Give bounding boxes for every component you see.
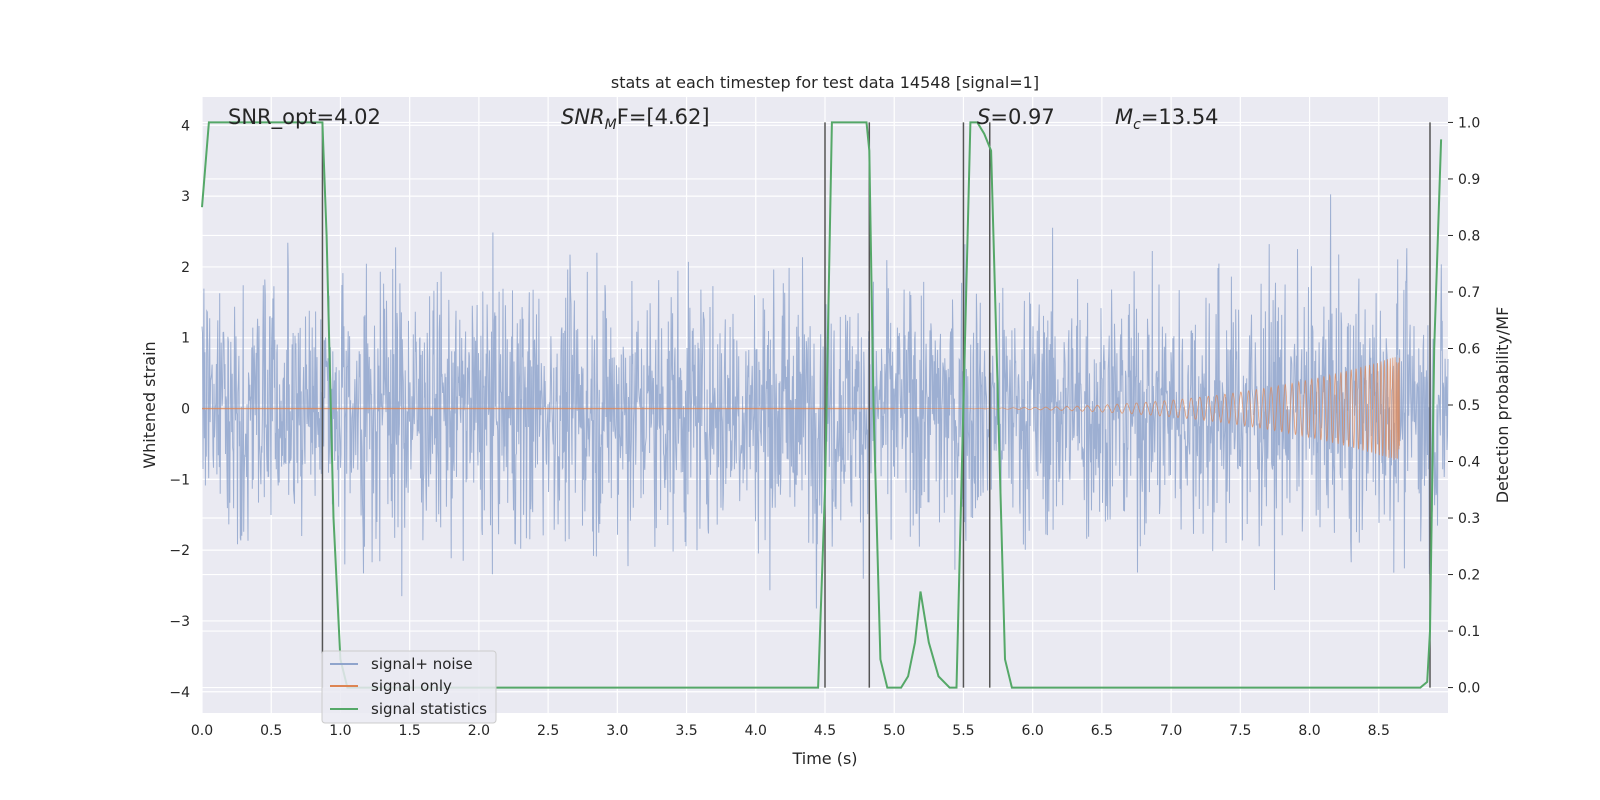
x-tick-label: 0.5 <box>260 723 282 739</box>
annotation-mc: Mc=13.54 <box>1115 105 1219 133</box>
legend-box <box>321 650 497 724</box>
chart-title: stats at each timestep for test data 145… <box>611 73 1039 92</box>
annotation-mc-symbol: M <box>1115 105 1133 129</box>
signal-chirp <box>894 357 1400 460</box>
y2-tick-label: 0.2 <box>1458 568 1480 584</box>
x-tick-label: 3.5 <box>675 723 697 739</box>
signal-statistics-series <box>201 121 1443 689</box>
y2-axis-label: Detection probability/MF <box>1493 307 1512 504</box>
annotation-snr-mf: SNRMF=[4.62] <box>561 105 710 133</box>
y-tick-label: 1 <box>181 331 190 347</box>
y2-tick-label: 0.5 <box>1458 398 1480 414</box>
annotation-snr-mf-symbol: SNR <box>561 105 605 129</box>
y2-tick-label: 0.6 <box>1458 341 1480 357</box>
signal-only-series <box>202 357 1400 460</box>
stats-line <box>201 121 1443 689</box>
y2-tick-label: 1.0 <box>1458 115 1480 131</box>
y2-tick-label: 0.4 <box>1458 455 1480 471</box>
axis-ticks: 0.0 0.5 1.0 1.5 2.0 2.5 3.0 3.5 4.0 4.5 5.0 5.5 6.0 6… <box>169 115 1480 739</box>
y-tick-label: 2 <box>181 260 190 276</box>
y2-tick-label: 0.9 <box>1458 172 1480 188</box>
y-tick-label: −4 <box>169 685 190 701</box>
x-axis-label: Time (s) <box>791 749 857 768</box>
annotation-s-value: =0.97 <box>990 105 1054 129</box>
legend-label-noise: signal+ noise <box>371 655 473 673</box>
x-tick-label: 0.0 <box>191 723 213 739</box>
legend: signal+ noise signal only signal statist… <box>321 650 497 724</box>
y2-tick-label: 0.1 <box>1458 624 1480 640</box>
y-tick-label: 3 <box>181 189 190 205</box>
y-tick-label: 4 <box>181 118 190 134</box>
y-tick-label: −2 <box>169 543 190 559</box>
x-tick-label: 7.5 <box>1229 723 1251 739</box>
y-tick-label: −1 <box>169 472 190 488</box>
annotation-snr-opt: SNR_opt=4.02 <box>228 105 381 130</box>
y2-tick-label: 0.8 <box>1458 228 1480 244</box>
x-tick-label: 6.0 <box>1022 723 1044 739</box>
x-tick-label: 5.0 <box>883 723 905 739</box>
x-tick-label: 2.5 <box>537 723 559 739</box>
y-tick-label: 0 <box>181 402 190 418</box>
legend-label-stats: signal statistics <box>371 700 487 718</box>
x-tick-label: 1.5 <box>399 723 421 739</box>
y2-tick-label: 0.7 <box>1458 285 1480 301</box>
x-tick-label: 5.5 <box>952 723 974 739</box>
x-tick-label: 3.0 <box>606 723 628 739</box>
x-tick-label: 7.0 <box>1160 723 1182 739</box>
x-tick-label: 6.5 <box>1091 723 1113 739</box>
annotation-snr-mf-subscript: M <box>605 117 617 133</box>
annotation-mc-value: =13.54 <box>1141 105 1219 129</box>
annotation-snr-mf-value: F=[4.62] <box>617 105 710 129</box>
x-tick-label: 8.0 <box>1298 723 1320 739</box>
x-tick-label: 4.5 <box>814 723 836 739</box>
annotation-s-symbol: S <box>977 105 990 129</box>
x-tick-label: 8.5 <box>1368 723 1390 739</box>
y-tick-label: −3 <box>169 614 190 630</box>
y2-tick-label: 0.3 <box>1458 511 1480 527</box>
x-tick-label: 1.0 <box>329 723 351 739</box>
y-axis-label: Whitened strain <box>140 341 159 468</box>
y2-tick-label: 0.0 <box>1458 681 1480 697</box>
x-tick-label: 2.0 <box>468 723 490 739</box>
legend-label-signal: signal only <box>371 677 452 695</box>
annotation-mc-subscript: c <box>1133 117 1141 133</box>
annotation-s: S=0.97 <box>977 105 1055 129</box>
x-tick-label: 4.0 <box>745 723 767 739</box>
